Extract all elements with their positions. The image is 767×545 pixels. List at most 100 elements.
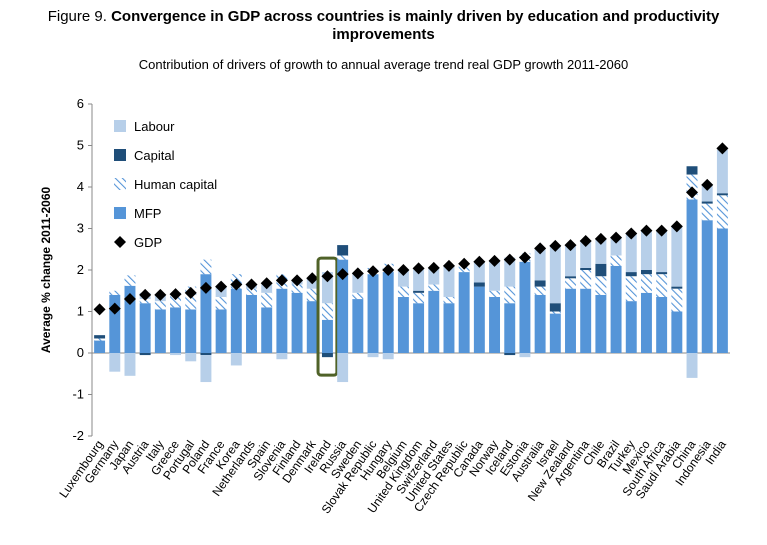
bar-segment [109, 294, 121, 353]
bar-segment [321, 319, 333, 353]
bar-segment [519, 261, 531, 353]
bar-segment [443, 296, 455, 304]
bar-segment [352, 273, 364, 293]
bar-segment [625, 272, 637, 277]
bar-segment [124, 275, 136, 286]
bar-segment [580, 288, 592, 353]
legend-swatch [114, 149, 126, 161]
bar-segment [352, 299, 364, 353]
bar-segment [382, 272, 394, 353]
bar-segment [549, 303, 561, 312]
bar-segment [580, 267, 592, 270]
gdp-marker [245, 278, 258, 291]
bar-segment [261, 307, 273, 353]
bar-segment [200, 353, 212, 356]
title-text: Convergence in GDP across countries is m… [111, 8, 720, 43]
bar-segment [716, 195, 728, 229]
bar-segment [473, 282, 485, 287]
bar-segment [656, 274, 668, 297]
bar-segment [534, 286, 546, 295]
gdp-marker [367, 265, 380, 278]
y-tick-label: 3 [77, 221, 84, 236]
bar-segment [109, 290, 121, 295]
bar-segment [367, 353, 379, 358]
gdp-marker [230, 278, 243, 291]
bar-segment [610, 255, 622, 266]
gdp-marker [625, 227, 638, 240]
bar-segment [610, 237, 622, 256]
gdp-marker [579, 234, 592, 247]
bar-segment [640, 270, 652, 275]
bar-segment [640, 274, 652, 293]
gdp-marker [488, 254, 501, 267]
gdp-marker [701, 178, 714, 191]
bar-segment [580, 270, 592, 289]
gdp-marker [458, 257, 471, 270]
bar-segment [565, 288, 576, 353]
legend-swatch [114, 207, 126, 219]
bar-segment [625, 276, 637, 302]
bar-segment [549, 311, 561, 314]
gdp-marker [534, 242, 547, 255]
gdp-marker [686, 186, 699, 199]
bar-segment [124, 285, 136, 353]
bar-segment [397, 296, 409, 353]
bar-segment [230, 288, 242, 353]
bar-segment [306, 288, 318, 302]
bar-segment [367, 274, 379, 353]
bar-segment [185, 309, 197, 353]
bar-segment [534, 280, 546, 287]
gdp-marker [260, 277, 273, 290]
bar-segment [397, 270, 409, 287]
bar-segment [321, 353, 333, 358]
bar-segment [701, 203, 713, 221]
y-tick-label: 0 [77, 345, 84, 360]
gdp-marker [275, 274, 288, 287]
bar-segment [413, 268, 425, 291]
gdp-marker [123, 293, 136, 306]
bar-segment [595, 294, 607, 353]
bar-segment [716, 228, 728, 353]
subtitle: Contribution of drivers of growth to ann… [138, 57, 629, 72]
bar-segment [716, 193, 728, 196]
bar-segment [94, 340, 106, 353]
gdp-marker [382, 264, 395, 276]
y-tick-label: 6 [77, 96, 84, 111]
bar-segment [473, 261, 485, 283]
bar-segment [656, 230, 668, 273]
bar-segment [549, 245, 561, 304]
bar-segment [246, 288, 257, 295]
bar-segment [276, 288, 288, 353]
legend-label: MFP [134, 206, 161, 221]
bar-segment [565, 276, 576, 279]
bar-segment [595, 263, 607, 277]
legend-label: Labour [134, 119, 175, 134]
bar-segment [625, 301, 637, 353]
y-tick-label: 1 [77, 304, 84, 319]
gdp-marker [518, 251, 531, 264]
bar-segment [671, 226, 683, 287]
gdp-marker [351, 267, 364, 280]
bar-segment [428, 290, 440, 353]
bar-segment [200, 355, 212, 383]
bar-segment [671, 311, 683, 353]
bar-segment [701, 220, 713, 353]
bar-segment [625, 233, 637, 273]
gdp-marker [306, 272, 319, 285]
bar-segment [139, 299, 151, 304]
gdp-marker [321, 270, 334, 283]
bar-segment [337, 259, 349, 353]
bar-segment [413, 290, 425, 293]
bar-segment [139, 303, 151, 353]
gdp-marker [199, 281, 212, 294]
bar-segment [397, 286, 409, 297]
title: Figure 9. Convergence in GDP across coun… [0, 8, 767, 44]
bar-segment [640, 230, 652, 270]
bar-segment [565, 278, 576, 289]
bar-segment [504, 286, 516, 304]
bar-segment [656, 272, 668, 275]
bar-segment [656, 296, 668, 353]
bar-segment [291, 284, 303, 293]
